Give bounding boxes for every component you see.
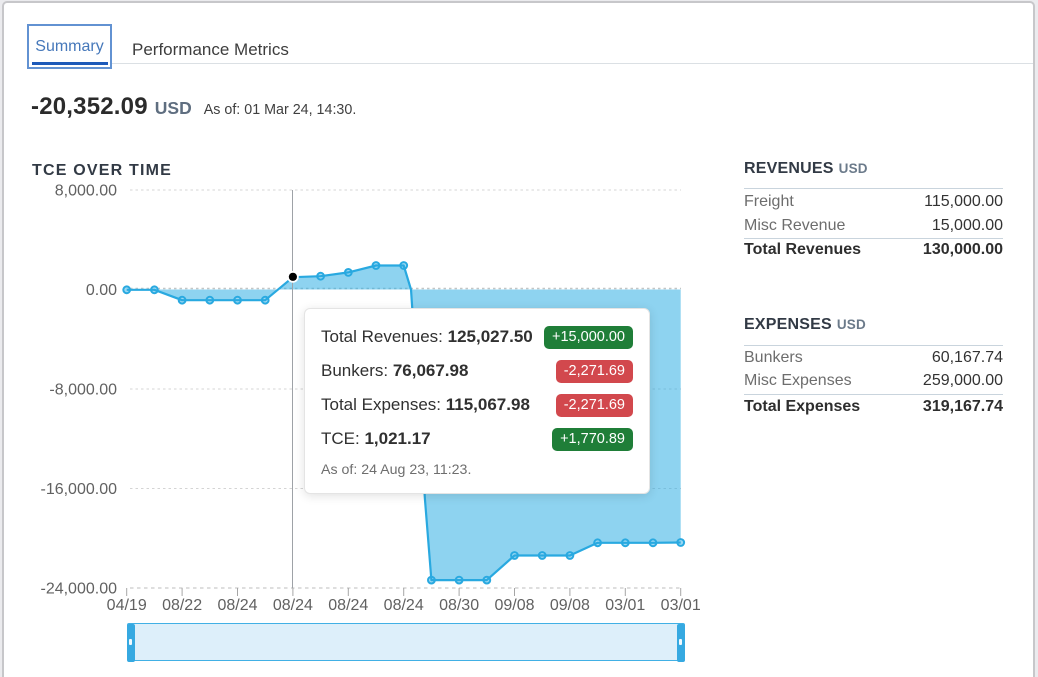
svg-text:-8,000.00: -8,000.00 bbox=[49, 382, 117, 399]
svg-text:08/30: 08/30 bbox=[439, 597, 479, 614]
svg-text:04/19: 04/19 bbox=[107, 597, 147, 614]
svg-text:08/24: 08/24 bbox=[273, 597, 313, 614]
svg-text:08/24: 08/24 bbox=[217, 597, 257, 614]
svg-text:-16,000.00: -16,000.00 bbox=[40, 481, 117, 498]
svg-text:08/24: 08/24 bbox=[384, 597, 424, 614]
svg-text:03/01: 03/01 bbox=[605, 597, 645, 614]
svg-text:-24,000.00: -24,000.00 bbox=[40, 581, 117, 598]
svg-text:09/08: 09/08 bbox=[494, 597, 534, 614]
svg-text:8,000.00: 8,000.00 bbox=[55, 183, 117, 200]
svg-text:0.00: 0.00 bbox=[86, 282, 117, 299]
svg-text:08/24: 08/24 bbox=[328, 597, 368, 614]
svg-text:08/22: 08/22 bbox=[162, 597, 202, 614]
svg-text:03/01: 03/01 bbox=[661, 597, 701, 614]
svg-text:09/08: 09/08 bbox=[550, 597, 590, 614]
